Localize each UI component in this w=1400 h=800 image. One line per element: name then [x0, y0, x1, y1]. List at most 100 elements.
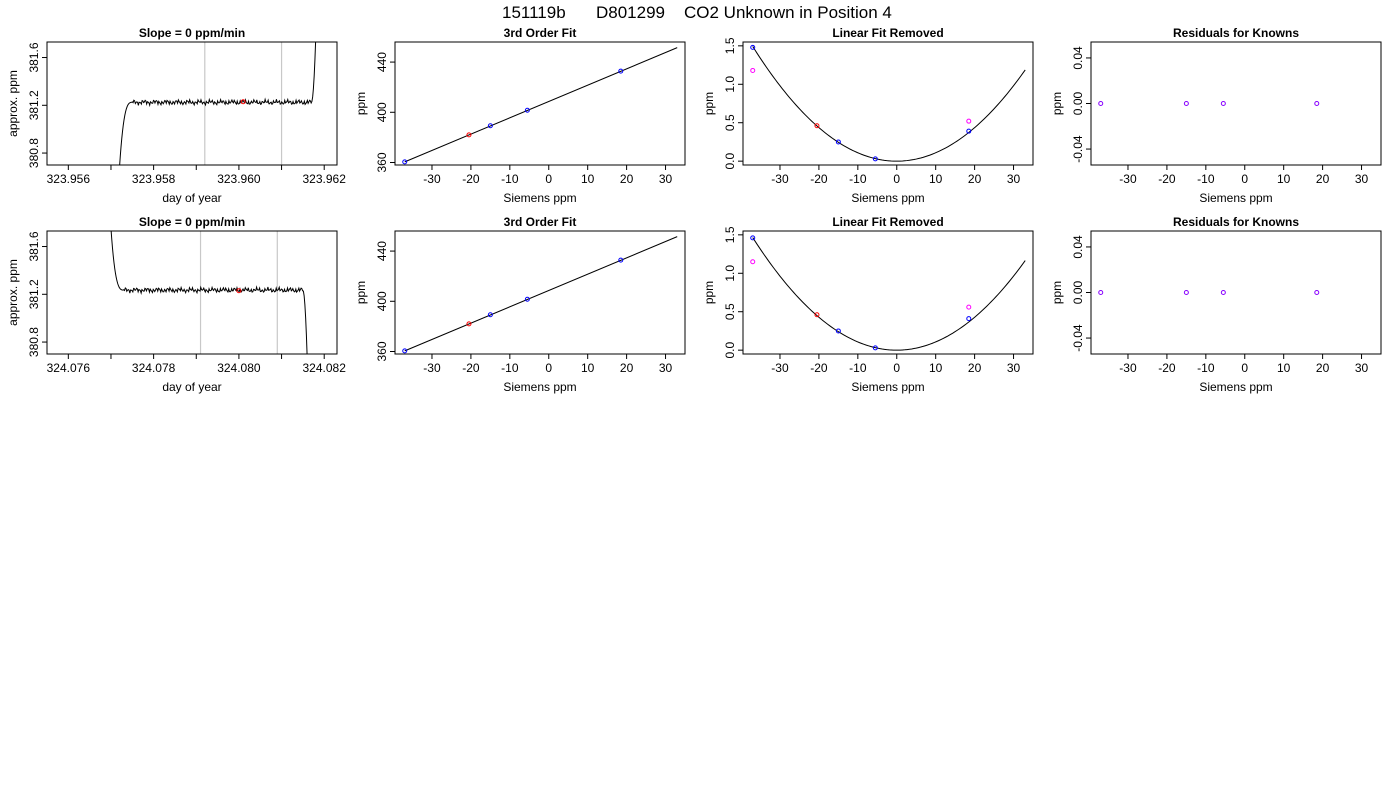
- y-tick-label: 0.04: [1071, 235, 1085, 259]
- plot-area: [402, 236, 678, 354]
- y-tick-label: 360: [375, 152, 389, 172]
- y-axis-label: ppm: [702, 92, 716, 115]
- concentration-trace: [119, 42, 317, 165]
- x-tick-label: -20: [1158, 361, 1176, 375]
- chart-title: Slope = 0 ppm/min: [139, 215, 245, 229]
- data-point: [750, 67, 756, 73]
- y-tick-label: 381.2: [27, 90, 41, 120]
- x-tick-label: 324.080: [217, 361, 261, 375]
- concentration-trace: [110, 231, 308, 354]
- plot-frame: [46, 230, 338, 355]
- plot-frame: [394, 230, 686, 355]
- y-tick-label: 0.0: [723, 152, 737, 169]
- y-tick-label: 440: [375, 52, 389, 72]
- y-tick-label: 400: [375, 102, 389, 122]
- data-point: [835, 328, 841, 334]
- plot-area: [1098, 290, 1320, 295]
- x-tick-label: -20: [462, 172, 480, 186]
- y-tick-label: 1.5: [723, 226, 737, 243]
- x-tick-label: -30: [1119, 172, 1137, 186]
- y-tick-label: 1.5: [723, 37, 737, 54]
- data-point: [872, 156, 878, 162]
- x-tick-label: 20: [968, 361, 982, 375]
- x-tick-label: 10: [929, 172, 943, 186]
- x-tick-label: -20: [810, 361, 828, 375]
- chart-panel: Slope = 0 ppm/min day of year approx. ppm 3…: [6, 26, 346, 205]
- x-tick-label: -30: [771, 361, 789, 375]
- plot-area: [1098, 101, 1320, 106]
- y-tick-label: 0.0: [723, 341, 737, 358]
- x-axis-label: Siemens ppm: [503, 191, 576, 205]
- y-tick-label: 381.6: [27, 231, 41, 261]
- x-tick-label: 324.078: [132, 361, 176, 375]
- x-tick-label: 30: [1355, 172, 1369, 186]
- chart-panel: 3rd Order Fit Siemens ppm ppm -30 -20 -10 0 10 2…: [354, 26, 686, 205]
- y-tick-label: 400: [375, 291, 389, 311]
- figure-tank: D801299: [596, 3, 665, 22]
- x-tick-label: 323.962: [303, 172, 347, 186]
- data-point: [618, 257, 624, 263]
- data-point: [524, 107, 530, 113]
- mean-marker: [236, 288, 242, 294]
- figure-description: CO2 Unknown in Position 4: [684, 3, 892, 22]
- x-tick-label: -10: [501, 361, 519, 375]
- plot-area: [750, 44, 1026, 162]
- data-point: [750, 235, 756, 241]
- data-point: [1314, 101, 1320, 106]
- x-tick-label: -30: [423, 172, 441, 186]
- y-tick-label: 380.8: [27, 327, 41, 357]
- y-axis-label: approx. ppm: [6, 259, 20, 326]
- y-tick-label: 1.0: [723, 76, 737, 93]
- x-axis-label: Siemens ppm: [851, 380, 924, 394]
- y-tick-label: -0.04: [1071, 135, 1085, 163]
- x-tick-label: 0: [1241, 361, 1248, 375]
- chart-title: Slope = 0 ppm/min: [139, 26, 245, 40]
- y-tick-label: 0.5: [723, 114, 737, 131]
- plot-frame: [742, 41, 1034, 166]
- plot-area: [110, 231, 308, 354]
- x-tick-label: 20: [620, 172, 634, 186]
- y-tick-label: 360: [375, 341, 389, 361]
- fit-line: [404, 236, 678, 352]
- x-tick-label: -20: [810, 172, 828, 186]
- fit-curve: [752, 46, 1026, 162]
- plot-frame: [394, 41, 686, 166]
- x-tick-label: 324.076: [47, 361, 91, 375]
- y-tick-label: 0.5: [723, 303, 737, 320]
- x-tick-label: -30: [771, 172, 789, 186]
- y-axis-label: ppm: [354, 281, 368, 304]
- chart-title: Linear Fit Removed: [832, 26, 943, 40]
- x-tick-label: 323.960: [217, 172, 261, 186]
- x-tick-label: 30: [1007, 172, 1021, 186]
- chart-panel: 3rd Order Fit Siemens ppm ppm -30 -20 -10 0 10 2…: [354, 215, 686, 394]
- x-tick-label: 30: [659, 361, 673, 375]
- y-tick-label: 1.0: [723, 265, 737, 282]
- y-axis-label: ppm: [1050, 281, 1064, 304]
- x-tick-label: 20: [1316, 172, 1330, 186]
- x-axis-label: Siemens ppm: [851, 191, 924, 205]
- y-tick-label: 440: [375, 241, 389, 261]
- x-tick-label: -10: [1197, 172, 1215, 186]
- x-tick-label: -10: [849, 361, 867, 375]
- chart-panel: Linear Fit Removed Siemens ppm ppm -30 -20 -1…: [702, 26, 1034, 205]
- fit-line: [404, 47, 678, 163]
- y-tick-label: 380.8: [27, 138, 41, 168]
- y-axis-label: approx. ppm: [6, 70, 20, 137]
- plot-frame: [1090, 41, 1382, 166]
- x-tick-label: 323.956: [47, 172, 91, 186]
- data-point: [487, 123, 493, 129]
- x-tick-label: -10: [849, 172, 867, 186]
- data-point: [750, 259, 756, 265]
- figure-id: 151119b: [502, 3, 566, 22]
- data-point: [1183, 101, 1189, 106]
- y-tick-label: 0.00: [1071, 280, 1085, 304]
- plot-area: [119, 42, 317, 165]
- x-tick-label: -30: [423, 361, 441, 375]
- x-tick-label: 324.082: [303, 361, 347, 375]
- x-tick-label: 20: [1316, 361, 1330, 375]
- x-tick-label: 10: [929, 361, 943, 375]
- plot-area: [402, 47, 678, 165]
- x-axis-label: day of year: [162, 380, 221, 394]
- x-tick-label: 0: [893, 361, 900, 375]
